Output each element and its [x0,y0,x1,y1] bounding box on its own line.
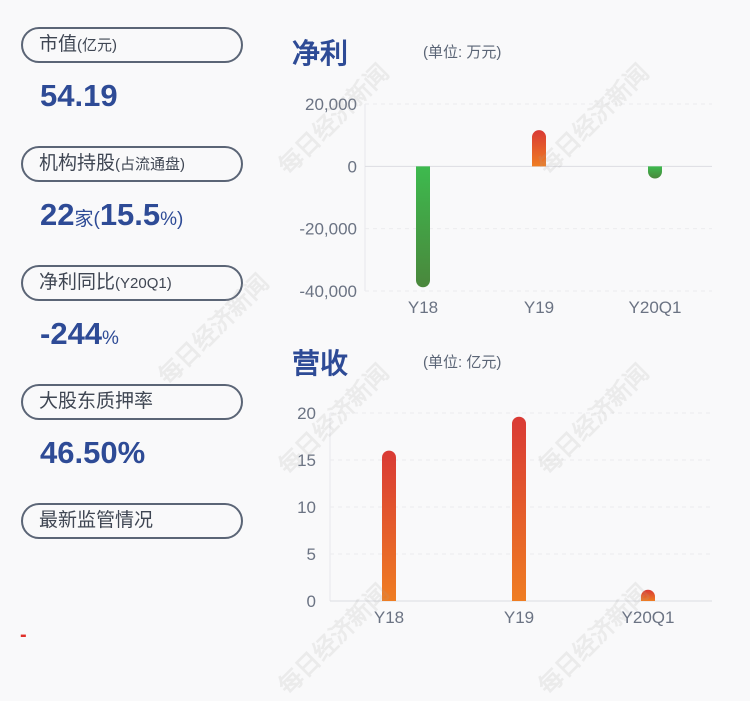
label-sub: (Y20Q1) [115,275,172,292]
pledge-ratio-label: 大股东质押率 [21,384,243,420]
pledge-ratio-value: 46.50% [40,435,145,471]
charts-svg: 20,000 0 -20,000 -40,000 Y18 Y19 Y20Q1 20 15 10 5 0… [297,95,712,627]
label-sub: (占流通盘) [115,156,186,173]
institution-holding-value: 22家(15.5%) [40,197,183,233]
footer-mark: - [20,624,27,646]
label-text: 净利同比 [39,272,116,293]
value-text: 22 [40,197,75,232]
label-text: 市值 [39,34,78,55]
value-text: -244 [40,316,103,351]
value-text: 54.19 [40,78,118,113]
label-sub: (亿元) [77,37,118,54]
y-tick-label: -20,000 [299,220,357,239]
revenue-chart-unit: (单位: 亿元) [423,354,502,371]
x-tick-label: Y19 [524,298,554,317]
profit-chart-title: 净利 [292,38,349,69]
x-tick-label: Y20Q1 [629,298,682,317]
bar-y20q1 [648,166,662,179]
y-tick-label: 0 [307,592,316,611]
value-text: 46.50% [40,435,146,470]
profit-chart-unit: (单位: 万元) [423,44,502,61]
value-unit: 家( [74,209,100,230]
regulation-label: 最新监管情况 [21,503,243,539]
bar-y19 [532,130,546,167]
y-tick-label: -40,000 [299,282,357,301]
y-tick-label: 10 [297,498,316,517]
market-cap-value: 54.19 [40,78,118,114]
x-tick-label: Y18 [374,608,404,627]
market-cap-label: 市值(亿元) [21,27,243,63]
value-unit-2: %) [160,209,184,230]
bar-y18 [416,166,430,288]
y-tick-label: 0 [348,157,357,176]
label-text: 机构持股 [39,153,116,174]
bar-y20q1 [641,589,656,601]
label-text: 最新监管情况 [39,510,154,531]
institution-holding-label: 机构持股(占流通盘) [21,146,243,182]
y-tick-label: 20,000 [305,95,357,114]
bar-y18 [382,450,396,601]
value-text-2: 15.5 [99,197,161,232]
bar-y19 [512,416,526,601]
profit-yoy-value: -244% [40,316,119,352]
profit-yoy-label: 净利同比(Y20Q1) [21,265,243,301]
y-tick-label: 5 [307,545,316,564]
y-tick-label: 15 [297,451,316,470]
value-unit: % [102,328,119,349]
label-text: 大股东质押率 [39,391,154,412]
x-tick-label: Y19 [504,608,534,627]
y-tick-label: 20 [297,404,316,423]
revenue-chart-title: 营收 [292,348,349,379]
x-tick-label: Y20Q1 [622,608,675,627]
x-tick-label: Y18 [408,298,438,317]
